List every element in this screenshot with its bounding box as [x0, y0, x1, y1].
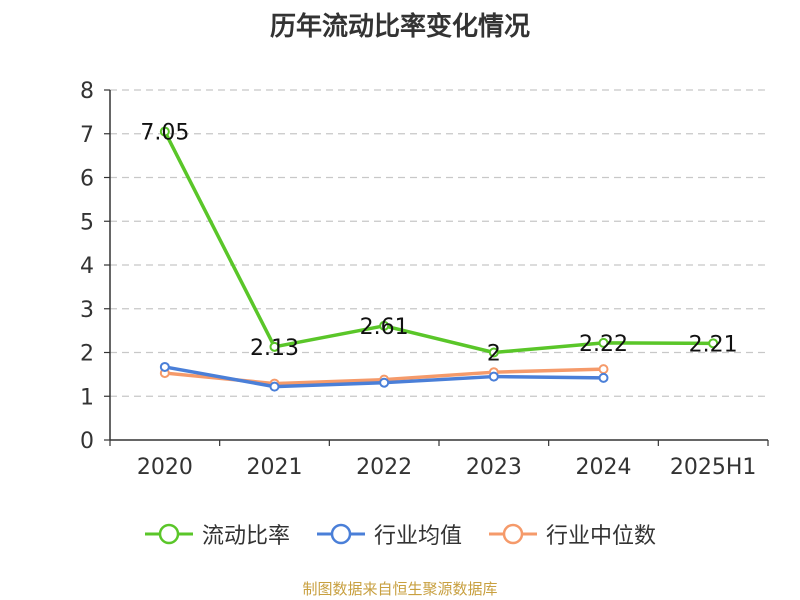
x-tick-label: 2021	[247, 455, 303, 480]
legend-label: 行业均值	[373, 524, 462, 549]
y-tick-label: 4	[80, 254, 94, 279]
y-tick-label: 3	[80, 298, 94, 323]
data-point	[488, 371, 499, 382]
x-tick-label: 2024	[576, 455, 632, 480]
axes: 0 1 2 3 4 5 6 7 8 2020 2021 2022 2023 2024 2025H1	[80, 79, 769, 480]
data-point	[159, 361, 170, 372]
data-label: 2.22	[579, 332, 628, 357]
y-tick-label: 7	[80, 123, 94, 148]
data-label: 2.13	[250, 336, 299, 361]
y-tick-label: 1	[80, 385, 94, 410]
data-label: 7.05	[140, 121, 189, 146]
x-tick-label: 2022	[356, 455, 412, 480]
grid-lines	[110, 89, 768, 397]
chart-title: 历年流动比率变化情况	[269, 12, 530, 42]
data-labels: 7.05 2.13 2.61 2 2.22 2.21	[140, 121, 737, 367]
y-tick-label: 5	[80, 210, 94, 235]
data-point	[598, 364, 609, 375]
data-point	[269, 381, 280, 392]
data-point	[598, 372, 609, 383]
legend-item[interactable]: 行业中位数	[488, 518, 656, 550]
series-lines	[159, 126, 719, 392]
y-tick-label: 8	[80, 79, 94, 104]
legend-item[interactable]: 行业均值	[316, 518, 462, 550]
legend-swatch-icon	[489, 523, 537, 545]
data-point	[598, 337, 609, 348]
legend-label: 流动比率	[201, 524, 290, 549]
y-tick-label: 2	[80, 342, 94, 367]
data-point	[488, 347, 499, 358]
data-point	[379, 377, 390, 388]
data-point	[379, 320, 390, 331]
legend-label: 行业中位数	[546, 524, 657, 549]
source-note: 制图数据来自恒生聚源数据库	[302, 580, 498, 598]
legend-swatch-icon	[144, 523, 193, 545]
legend-item[interactable]: 流动比率	[144, 518, 290, 550]
data-point	[269, 341, 280, 352]
y-tick-label: 6	[80, 167, 94, 192]
y-tick-label: 0	[80, 429, 94, 454]
data-label: 2	[487, 342, 501, 367]
series-line	[163, 130, 714, 355]
data-label: 2.21	[689, 332, 738, 357]
data-label: 2.61	[360, 315, 409, 340]
data-point	[159, 126, 170, 137]
legend-swatch-icon	[316, 523, 365, 545]
data-point	[708, 338, 719, 349]
legend: 流动比率 行业均值 行业中位数	[0, 518, 800, 550]
x-tick-label: 2025H1	[670, 455, 757, 480]
x-tick-label: 2020	[137, 455, 193, 480]
x-tick-label: 2023	[466, 455, 522, 480]
